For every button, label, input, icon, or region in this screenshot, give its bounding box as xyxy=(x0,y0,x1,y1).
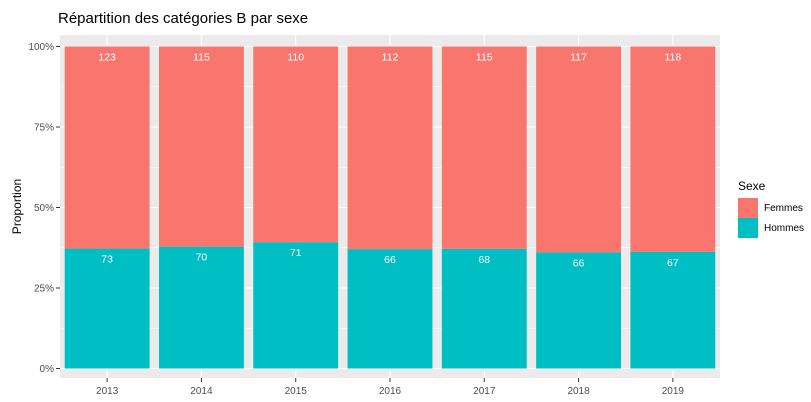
bar-femmes-2014 xyxy=(159,46,244,247)
bar-hommes-2016 xyxy=(347,249,433,369)
chart-title: Répartition des catégories B par sexe xyxy=(58,10,308,27)
y-axis: 0% 25% 50% 75% 100% xyxy=(28,42,60,375)
legend-title: Sexe xyxy=(738,179,766,193)
bar-femmes-2017 xyxy=(441,46,527,249)
bar-hommes-2019 xyxy=(630,251,716,369)
bar-hommes-2017 xyxy=(441,248,527,369)
y-tick-label: 100% xyxy=(28,42,54,53)
bar-value-label: 67 xyxy=(667,257,679,269)
plot-panel: 73 123 70 115 71 110 66 112 68 115 66 117 67 118 xyxy=(60,35,720,378)
legend-label: Hommes xyxy=(764,223,804,234)
bar-value-label: 110 xyxy=(287,52,304,64)
x-axis: 2013 2014 2015 2016 2017 2018 2019 xyxy=(96,378,684,397)
y-tick-label: 75% xyxy=(34,123,54,134)
y-tick-label: 0% xyxy=(40,364,55,375)
bar-value-label: 70 xyxy=(196,252,208,264)
bar-hommes-2014 xyxy=(159,246,244,369)
x-tick-label: 2016 xyxy=(379,386,402,397)
bar-value-label: 123 xyxy=(98,52,116,64)
x-tick-label: 2015 xyxy=(285,386,308,397)
bar-value-label: 118 xyxy=(664,52,681,64)
bar-value-label: 66 xyxy=(384,254,396,266)
legend-key-hommes xyxy=(738,218,758,238)
bar-value-label: 68 xyxy=(478,254,490,266)
bar-femmes-2019 xyxy=(630,46,716,252)
x-tick-label: 2017 xyxy=(473,386,496,397)
bar-femmes-2015 xyxy=(253,46,339,243)
x-tick-label: 2019 xyxy=(662,386,685,397)
y-axis-title: Proportion xyxy=(10,179,24,234)
legend-label: Femmes xyxy=(764,203,803,214)
bar-value-label: 73 xyxy=(101,254,113,266)
bar-hommes-2018 xyxy=(536,252,621,369)
y-tick-label: 50% xyxy=(34,203,54,214)
bar-value-label: 117 xyxy=(570,52,587,64)
bar-value-label: 71 xyxy=(290,247,302,259)
bar-hommes-2013 xyxy=(64,248,150,369)
x-tick-label: 2013 xyxy=(96,386,119,397)
bar-femmes-2018 xyxy=(536,46,621,253)
bar-value-label: 115 xyxy=(193,52,210,64)
bar-value-label: 115 xyxy=(476,52,493,64)
bar-femmes-2016 xyxy=(347,46,433,250)
legend: Sexe Femmes Hommes xyxy=(738,179,804,238)
bar-value-label: 66 xyxy=(573,257,585,269)
bar-femmes-2013 xyxy=(64,46,150,249)
x-tick-label: 2014 xyxy=(190,386,213,397)
y-tick-label: 25% xyxy=(34,284,54,295)
bar-hommes-2015 xyxy=(253,242,339,369)
x-tick-label: 2018 xyxy=(567,386,590,397)
bar-value-label: 112 xyxy=(382,52,399,64)
legend-key-femmes xyxy=(738,198,758,218)
